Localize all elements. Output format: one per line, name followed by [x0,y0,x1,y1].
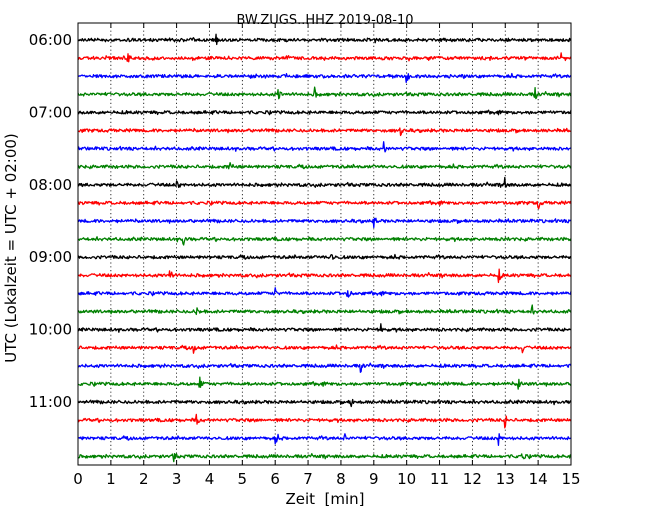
trace-0700 [77,127,572,137]
trace-1000 [77,344,572,354]
trace-0930 [77,304,572,316]
y-tick-label: 07:00 [29,103,72,121]
x-tick-label: 8 [336,470,346,488]
y-tick-label: 09:00 [29,248,72,266]
trace-0715 [77,141,572,153]
x-tick-label: 4 [205,470,215,488]
trace-0800 [77,200,572,210]
trace-1015 [77,362,572,373]
trace-1130 [77,453,572,463]
trace-0730 [77,162,572,170]
trace-0915 [77,287,572,298]
x-tick-label: 2 [139,470,149,488]
y-tick-label: 11:00 [29,393,72,411]
trace-0945 [77,323,572,333]
x-axis-label: Zeit [min] [285,490,364,508]
trace-0830 [77,236,572,246]
x-tick-label: 11 [430,470,449,488]
x-axis-ticks: 0 1 2 3 4 5 6 7 8 9 10 11 12 13 14 15 [73,23,581,488]
x-tick-label: 12 [463,470,482,488]
trace-group [77,33,572,463]
x-tick-label: 10 [397,470,416,488]
y-tick-label: 08:00 [29,176,72,194]
x-tick-label: 9 [369,470,379,488]
x-tick-label: 15 [561,470,580,488]
trace-0545 [77,33,572,46]
x-tick-label: 14 [529,470,548,488]
trace-1030 [77,376,572,390]
x-tick-label: 7 [303,470,313,488]
x-tick-label: 1 [106,470,116,488]
x-tick-label: 13 [496,470,515,488]
y-axis-label: UTC (Lokalzeit = UTC + 02:00) [2,133,20,363]
trace-0845 [77,253,572,260]
x-tick-label: 0 [73,470,83,488]
x-tick-label: 6 [270,470,280,488]
trace-0630 [77,86,572,100]
trace-0815 [77,217,572,229]
trace-0900 [77,268,572,284]
trace-0645 [77,109,572,116]
trace-1115 [77,433,572,446]
x-tick-label: 3 [172,470,182,488]
trace-0600 [77,52,572,63]
x-tick-label: 5 [238,470,248,488]
y-tick-label: 10:00 [29,321,72,339]
plot-frame [77,22,572,466]
trace-1100 [77,413,572,429]
trace-1045 [77,398,572,408]
y-tick-label: 06:00 [29,31,72,49]
y-axis-ticks: 06:00 07:00 08:00 09:00 10:00 11:00 [29,31,571,411]
trace-0615 [78,72,572,84]
vertical-grid [110,23,539,465]
chart-title: BW.ZUGS..HHZ 2019-08-10 [236,13,413,28]
trace-0745 [77,176,572,189]
